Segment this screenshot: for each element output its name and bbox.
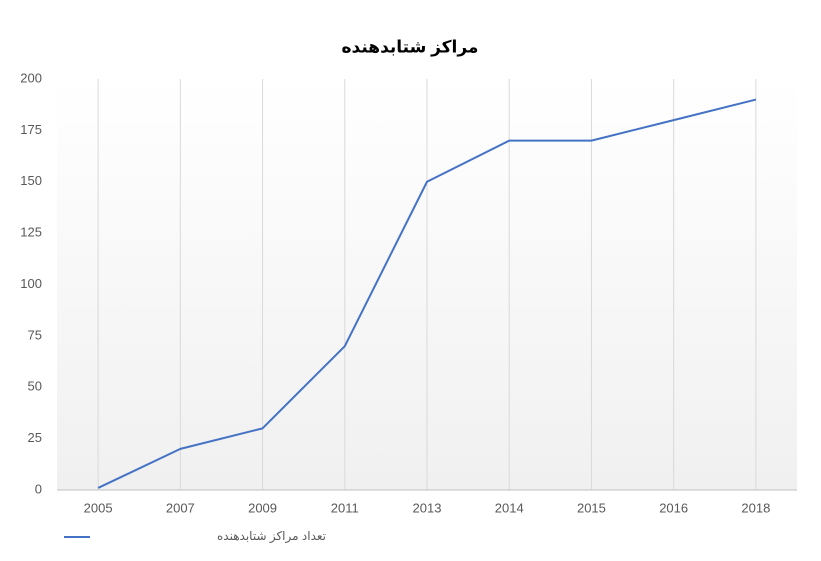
x-tick-label: 2011 (331, 500, 359, 515)
x-tick-label: 2005 (84, 500, 113, 515)
x-tick-label: 2014 (495, 500, 524, 515)
y-tick-label: 150 (20, 173, 42, 188)
x-tick-label: 2013 (413, 500, 442, 515)
x-tick-label: 2009 (248, 500, 277, 515)
line (97, 98, 757, 489)
x-tick-label: 2015 (577, 500, 606, 515)
y-tick-label: 0 (35, 481, 42, 496)
x-tick-label: 2007 (166, 500, 195, 515)
y-tick-label: 125 (20, 225, 42, 240)
y-tick-label: 75 (28, 327, 42, 342)
y-tick-label: 200 (20, 70, 42, 85)
x-tick-label: 2016 (659, 500, 688, 515)
y-tick-label: 25 (28, 430, 42, 445)
y-tick-label: 175 (20, 122, 42, 137)
x-tick-label: 2018 (741, 500, 770, 515)
legend-label: تعداد مراکز شتابدهنده (217, 529, 326, 544)
y-tick-label: 100 (20, 276, 42, 291)
chart-title: مراکز شتابدهنده (342, 37, 479, 57)
y-tick-label: 50 (28, 379, 42, 394)
